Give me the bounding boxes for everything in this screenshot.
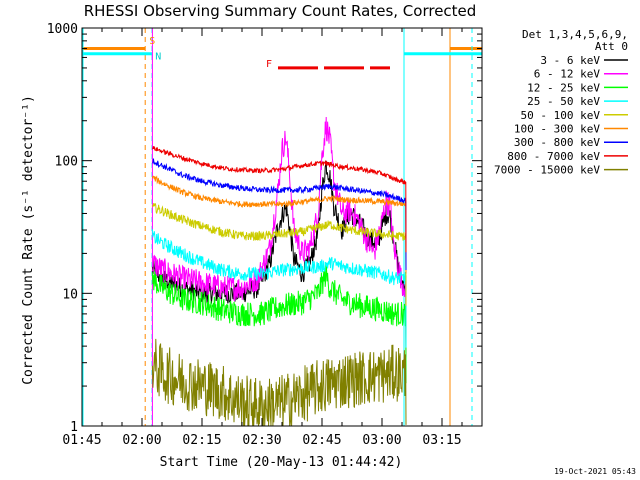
x-tick-label: 03:15 [422, 433, 461, 448]
legend-entry-label: 6 - 12 keV [534, 68, 601, 81]
x-tick-label: 02:00 [122, 433, 161, 448]
series-line [151, 175, 407, 274]
y-tick-label: 1 [70, 420, 78, 435]
series-line [151, 203, 407, 306]
series-line [151, 160, 407, 353]
x-tick-label: 02:45 [302, 433, 341, 448]
flare-flag-label: F [266, 59, 272, 70]
legend-entry-label: 800 - 7000 keV [507, 150, 600, 163]
series-line [151, 263, 407, 384]
legend-header-line-1: Det 1,3,4,5,6,9, [522, 28, 628, 41]
y-tick-label: 100 [55, 155, 78, 170]
legend-entry-label: 25 - 50 keV [527, 95, 600, 108]
series-line [152, 146, 407, 253]
y-axis-label: Corrected Count Rate (s⁻¹ detector⁻¹) [21, 95, 36, 385]
legend-entry-label: 50 - 100 keV [521, 109, 601, 122]
series-line [151, 229, 407, 348]
legend-entry-label: 3 - 6 keV [540, 54, 600, 67]
series-line [151, 338, 407, 427]
saa-flag-label: S [149, 36, 155, 47]
legend-entry-label: 300 - 800 keV [514, 136, 600, 149]
series-layer [151, 116, 407, 427]
legend-entry-label: 100 - 300 keV [514, 123, 600, 136]
night-flag-label: N [155, 51, 161, 62]
timestamp: 19-Oct-2021 05:43 [554, 467, 636, 476]
chart-title: RHESSI Observing Summary Count Rates, Co… [84, 2, 477, 20]
x-tick-label: 03:00 [362, 433, 401, 448]
series-line [152, 158, 407, 271]
x-axis-label: Start Time (20-May-13 01:44:42) [160, 455, 403, 470]
y-axis: 1 10 100 1000 [47, 22, 482, 435]
x-tick-label: 01:45 [62, 433, 101, 448]
legend-header-line-2: Att 0 [595, 40, 628, 53]
y-tick-label: 10 [62, 287, 78, 302]
x-axis: 01:45 02:00 02:15 02:30 02:45 03:00 03:15 [62, 28, 483, 448]
x-tick-label: 02:30 [242, 433, 281, 448]
legend-entry-label: 12 - 25 keV [527, 81, 600, 94]
y-tick-label: 1000 [47, 22, 78, 37]
series-line [151, 116, 407, 358]
legend-entry-label: 7000 - 15000 keV [494, 164, 600, 177]
x-tick-label: 02:15 [182, 433, 221, 448]
